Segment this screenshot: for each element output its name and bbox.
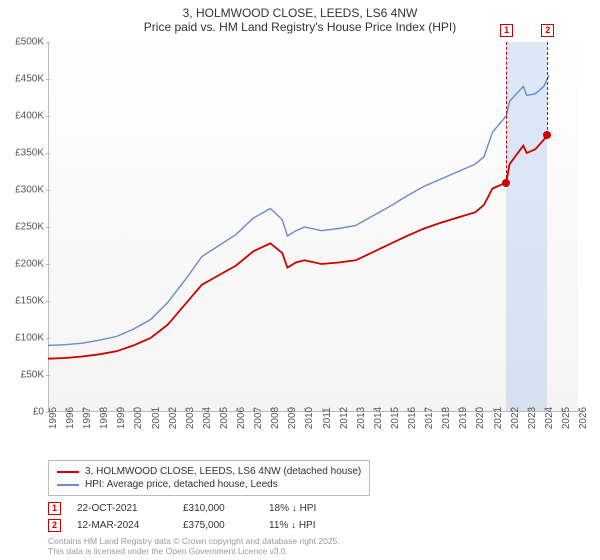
title-line-1: 3, HOLMWOOD CLOSE, LEEDS, LS6 4NW <box>0 6 600 20</box>
sales-date: 22-OCT-2021 <box>77 503 167 514</box>
x-tick-label: 1997 <box>82 407 93 429</box>
chart-area: £0£50K£100K£150K£200K£250K£300K£350K£400… <box>48 42 578 412</box>
x-tick-label: 2016 <box>407 407 418 429</box>
y-tick-label: £300K <box>15 185 44 196</box>
sale-dot <box>502 179 510 187</box>
x-tick-label: 1999 <box>116 407 127 429</box>
x-tick-label: 2011 <box>322 407 333 429</box>
legend: 3, HOLMWOOD CLOSE, LEEDS, LS6 4NW (detac… <box>48 460 370 496</box>
x-tick-label: 2024 <box>544 407 555 429</box>
x-tick-label: 2025 <box>561 407 572 429</box>
series-hpi <box>48 75 549 345</box>
legend-label: HPI: Average price, detached house, Leed… <box>85 479 278 490</box>
x-tick-label: 2000 <box>133 407 144 429</box>
sales-row: 2 12-MAR-2024 £375,000 11% ↓ HPI <box>48 517 359 534</box>
y-tick-label: £0 <box>33 407 44 418</box>
sale-marker-box: 1 <box>500 24 513 37</box>
x-axis: 1995199619971998199920002001200220032004… <box>48 412 578 454</box>
sales-marker-icon: 2 <box>48 519 61 532</box>
sales-table: 1 22-OCT-2021 £310,000 18% ↓ HPI 2 12-MA… <box>48 500 359 534</box>
y-tick-label: £200K <box>15 259 44 270</box>
legend-label: 3, HOLMWOOD CLOSE, LEEDS, LS6 4NW (detac… <box>85 466 361 477</box>
x-tick-label: 2001 <box>151 407 162 429</box>
sale-dot <box>543 131 551 139</box>
x-tick-label: 2010 <box>304 407 315 429</box>
y-tick-label: £350K <box>15 148 44 159</box>
x-tick-label: 1996 <box>65 407 76 429</box>
x-tick-label: 2012 <box>339 407 350 429</box>
x-tick-label: 2014 <box>373 407 384 429</box>
y-axis: £0£50K£100K£150K£200K£250K£300K£350K£400… <box>0 42 46 412</box>
sales-pct: 11% ↓ HPI <box>269 520 359 531</box>
x-tick-label: 2008 <box>270 407 281 429</box>
series-price_paid <box>48 135 547 359</box>
y-tick-label: £100K <box>15 333 44 344</box>
sales-marker-icon: 1 <box>48 502 61 515</box>
footer-line-1: Contains HM Land Registry data © Crown c… <box>48 536 340 546</box>
sales-price: £310,000 <box>183 503 253 514</box>
x-tick-label: 2006 <box>236 407 247 429</box>
legend-row: HPI: Average price, detached house, Leed… <box>57 478 361 491</box>
lines-svg <box>48 42 578 412</box>
legend-swatch <box>57 471 79 473</box>
x-tick-label: 2015 <box>390 407 401 429</box>
y-tick-label: £50K <box>21 370 44 381</box>
x-tick-label: 2013 <box>356 407 367 429</box>
y-tick-label: £250K <box>15 222 44 233</box>
x-tick-label: 2007 <box>253 407 264 429</box>
x-tick-label: 2021 <box>493 407 504 429</box>
x-tick-label: 2009 <box>287 407 298 429</box>
x-tick-label: 2022 <box>510 407 521 429</box>
x-tick-label: 2018 <box>441 407 452 429</box>
sales-pct: 18% ↓ HPI <box>269 503 359 514</box>
x-tick-label: 1995 <box>48 407 59 429</box>
x-tick-label: 2019 <box>458 407 469 429</box>
x-tick-label: 1998 <box>99 407 110 429</box>
sale-marker-box: 2 <box>541 24 554 37</box>
sales-date: 12-MAR-2024 <box>77 520 167 531</box>
sales-price: £375,000 <box>183 520 253 531</box>
x-tick-label: 2002 <box>168 407 179 429</box>
y-tick-label: £450K <box>15 74 44 85</box>
x-tick-label: 2017 <box>424 407 435 429</box>
x-tick-label: 2004 <box>202 407 213 429</box>
footer: Contains HM Land Registry data © Crown c… <box>48 536 340 556</box>
y-tick-label: £400K <box>15 111 44 122</box>
legend-swatch <box>57 484 79 486</box>
y-tick-label: £150K <box>15 296 44 307</box>
x-tick-label: 2003 <box>185 407 196 429</box>
x-tick-label: 2026 <box>578 407 589 429</box>
footer-line-2: This data is licensed under the Open Gov… <box>48 546 340 556</box>
sales-row: 1 22-OCT-2021 £310,000 18% ↓ HPI <box>48 500 359 517</box>
x-tick-label: 2005 <box>219 407 230 429</box>
chart-container: 3, HOLMWOOD CLOSE, LEEDS, LS6 4NW Price … <box>0 0 600 560</box>
y-tick-label: £500K <box>15 37 44 48</box>
x-tick-label: 2020 <box>475 407 486 429</box>
x-tick-label: 2023 <box>527 407 538 429</box>
legend-row: 3, HOLMWOOD CLOSE, LEEDS, LS6 4NW (detac… <box>57 465 361 478</box>
